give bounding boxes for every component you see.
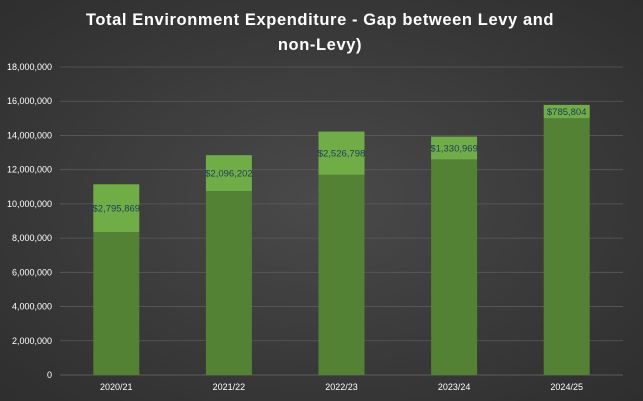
x-tick-label: 2020/21: [100, 382, 133, 392]
data-label: $2,526,798: [318, 149, 366, 160]
x-tick-label: 2023/24: [438, 382, 471, 392]
y-tick-label: 12,000,000: [7, 165, 52, 175]
chart-title: Total Environment Expenditure - Gap betw…: [60, 8, 580, 58]
bar-segment-gap: [543, 104, 590, 119]
y-tick-label: 4,000,000: [12, 302, 52, 312]
data-label: $1,330,969: [430, 144, 478, 155]
x-tick-label: 2021/22: [213, 382, 246, 392]
x-tick-label: 2024/25: [550, 382, 583, 392]
y-tick-label: 18,000,000: [7, 62, 52, 72]
y-tick-label: 2,000,000: [12, 336, 52, 346]
chart-title-line-2: non-Levy): [277, 36, 363, 54]
bar-segment-gap: [93, 184, 140, 233]
chart-title-line-1: Total Environment Expenditure - Gap betw…: [85, 11, 555, 29]
bar-segment-base: [93, 232, 140, 375]
data-label: $785,804: [547, 107, 587, 118]
y-tick-label: 10,000,000: [7, 199, 52, 209]
bar-segment-base: [543, 118, 590, 375]
bar-segment-gap: [431, 136, 478, 160]
bars: [93, 104, 590, 375]
y-tick-label: 8,000,000: [12, 233, 52, 243]
y-axis: 0 2,000,000 4,000,000 6,000,000 8,000,000 10,…: [7, 62, 52, 380]
y-tick-label: 16,000,000: [7, 96, 52, 106]
bar-segment-base: [205, 191, 252, 375]
x-tick-label: 2022/23: [325, 382, 358, 392]
bar-segment-gap: [318, 131, 365, 175]
x-axis: 2020/21 2021/22 2022/23 2023/24 2024/25: [100, 382, 583, 392]
bar-segment-gap: [205, 155, 252, 192]
bar-segment-base: [431, 159, 478, 375]
data-labels: $2,795,869 $2,096,202 $2,526,798 $1,330,969…: [93, 107, 587, 215]
data-label: $2,795,869: [93, 204, 141, 215]
y-tick-label: 14,000,000: [7, 130, 52, 140]
data-label: $2,096,202: [205, 169, 253, 180]
y-tick-label: 6,000,000: [12, 267, 52, 277]
bar-segment-base: [318, 174, 365, 375]
y-tick-label: 0: [47, 370, 52, 380]
